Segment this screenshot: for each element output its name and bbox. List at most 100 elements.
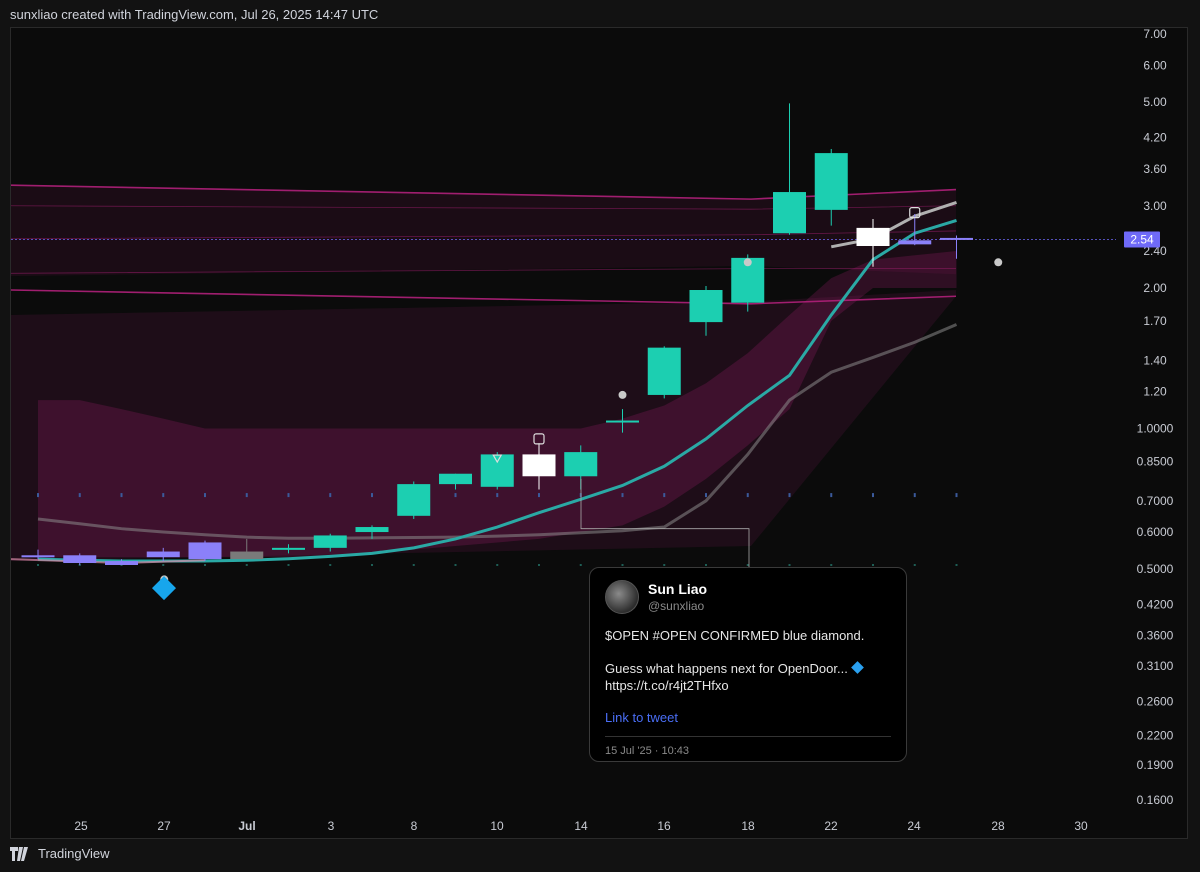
- tradingview-footer[interactable]: TradingView: [10, 846, 110, 861]
- grey-moving-average-line: [37, 323, 958, 540]
- upper-band-fill: [11, 185, 956, 277]
- x-axis-tick: 10: [490, 819, 504, 833]
- trend-line-light: [830, 200, 957, 249]
- candle-body[interactable]: [940, 237, 973, 240]
- candle-body[interactable]: [397, 484, 431, 516]
- dot-marker: [37, 563, 39, 566]
- signal-dot: [994, 258, 1003, 267]
- candle-body[interactable]: [480, 454, 514, 487]
- x-axis-tick: Jul: [238, 819, 255, 833]
- band-line: [11, 205, 957, 210]
- y-axis-tick: 2.00: [1143, 281, 1167, 295]
- dot-marker: [287, 563, 290, 566]
- y-axis-tick: 0.1900: [1137, 758, 1174, 772]
- y-axis-tick: 0.6000: [1137, 525, 1174, 539]
- band-line: [11, 289, 957, 305]
- candle-body[interactable]: [272, 547, 305, 550]
- blue-diamond-icon: [152, 576, 176, 601]
- candle-body[interactable]: [647, 347, 681, 395]
- y-axis-tick: 0.7000: [1137, 494, 1174, 508]
- dot-marker: [830, 563, 833, 566]
- cloud-fill: [38, 251, 957, 558]
- dot-marker: [204, 563, 206, 566]
- x-axis-tick: 18: [741, 819, 755, 833]
- link-to-tweet[interactable]: Link to tweet: [605, 710, 678, 725]
- dot-marker: [621, 563, 624, 566]
- dot-marker: [705, 563, 707, 566]
- tweet-line-1: $OPEN #OPEN CONFIRMED blue diamond.: [605, 628, 865, 643]
- dot-marker: [371, 563, 373, 566]
- dot-marker: [78, 493, 81, 498]
- dot-marker: [746, 493, 749, 498]
- dot-marker: [329, 563, 332, 566]
- x-axis-tick: 27: [157, 819, 171, 833]
- dot-marker: [120, 493, 123, 498]
- candle-body[interactable]: [313, 535, 347, 548]
- dot-marker: [371, 493, 373, 498]
- dot-marker: [788, 563, 791, 566]
- y-axis-tick: 0.8500: [1137, 454, 1174, 468]
- x-axis-tick: 8: [411, 819, 418, 833]
- square-marker: [909, 207, 921, 219]
- dot-marker: [287, 493, 290, 498]
- square-marker: [533, 433, 545, 445]
- last-price-label: 2.54: [1130, 233, 1154, 247]
- candle-body[interactable]: [773, 192, 806, 234]
- dot-marker: [538, 563, 540, 566]
- dot-marker: [245, 563, 248, 566]
- dot-marker: [496, 563, 499, 566]
- band-line: [11, 184, 957, 200]
- dot-marker: [162, 493, 165, 498]
- dot-marker: [955, 563, 958, 566]
- y-axis-tick: 0.1600: [1137, 793, 1174, 807]
- candle-body[interactable]: [814, 153, 848, 210]
- y-axis-tick: 4.20: [1143, 131, 1167, 145]
- y-axis-tick: 0.2200: [1137, 728, 1174, 742]
- tweet-card[interactable]: Sun Liao @sunxliao $OPEN #OPEN CONFIRMED…: [589, 567, 907, 762]
- candle-body[interactable]: [355, 527, 389, 533]
- candle-body[interactable]: [230, 551, 264, 560]
- y-axis-tick: 7.00: [1143, 28, 1167, 41]
- y-axis-tick: 0.3100: [1137, 659, 1174, 673]
- candle-body[interactable]: [689, 290, 723, 323]
- candle-body[interactable]: [63, 555, 97, 564]
- dot-marker: [872, 563, 874, 566]
- price-chart[interactable]: 7.006.005.004.203.603.002.402.001.701.40…: [11, 28, 1189, 840]
- dot-marker: [454, 493, 457, 498]
- dot-marker: [830, 493, 833, 498]
- dot-marker: [412, 563, 415, 566]
- y-axis-tick: 3.00: [1143, 199, 1167, 213]
- avatar[interactable]: [605, 580, 639, 614]
- tweet-url[interactable]: https://t.co/r4jt2THfxo: [605, 678, 729, 693]
- dot-marker: [621, 493, 624, 498]
- tradingview-brand: TradingView: [38, 846, 110, 861]
- tweet-body: $OPEN #OPEN CONFIRMED blue diamond. Gues…: [605, 627, 891, 694]
- dot-marker: [245, 493, 248, 498]
- candle-body[interactable]: [898, 240, 932, 245]
- y-axis-tick: 0.4200: [1137, 597, 1174, 611]
- candle-body[interactable]: [606, 420, 639, 423]
- y-axis-tick: 1.20: [1143, 385, 1167, 399]
- candle-body[interactable]: [21, 555, 55, 558]
- candle-body[interactable]: [439, 473, 472, 485]
- signal-dot: [618, 390, 627, 399]
- blue-diamond-icon: [850, 661, 864, 674]
- x-axis-tick: 14: [574, 819, 588, 833]
- candle-body[interactable]: [856, 227, 890, 247]
- x-axis-tick: 3: [328, 819, 335, 833]
- y-axis-tick: 1.70: [1143, 314, 1167, 328]
- candle-body[interactable]: [105, 561, 138, 565]
- y-axis-tick: 0.2600: [1137, 695, 1174, 709]
- chart-credit: sunxliao created with TradingView.com, J…: [10, 7, 379, 22]
- candle-body[interactable]: [564, 452, 598, 477]
- tweet-timestamp: 15 Jul '25 · 10:43: [605, 745, 690, 757]
- dot-marker: [663, 563, 666, 566]
- x-axis-tick: 16: [657, 819, 671, 833]
- candle-body[interactable]: [146, 551, 180, 558]
- y-axis-tick: 1.0000: [1137, 421, 1174, 435]
- candle-body[interactable]: [188, 542, 222, 560]
- tweet-divider: [605, 736, 891, 737]
- x-axis-tick: 22: [824, 819, 838, 833]
- y-axis-tick: 5.00: [1143, 95, 1167, 109]
- candle-body[interactable]: [522, 454, 556, 477]
